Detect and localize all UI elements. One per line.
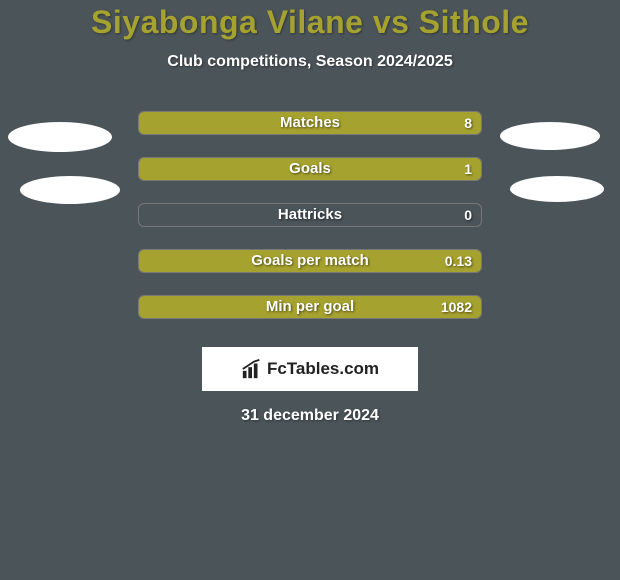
bar-right-fill: [139, 296, 481, 318]
decorative-ellipse: [510, 176, 604, 202]
decorative-ellipse: [500, 122, 600, 150]
brand-bars-icon: [241, 358, 263, 380]
bar-track: [138, 295, 482, 319]
value-right: 0.13: [445, 249, 472, 273]
page-title: Siyabonga Vilane vs Sithole: [0, 4, 620, 41]
brand-badge[interactable]: FcTables.com: [202, 347, 418, 391]
bar-track: [138, 203, 482, 227]
bar-right-fill: [139, 250, 481, 272]
comparison-card: Siyabonga Vilane vs Sithole Club competi…: [0, 0, 620, 580]
value-right: 1082: [441, 295, 472, 319]
stat-row: Min per goal1082: [0, 295, 620, 341]
bar-right-fill: [139, 158, 481, 180]
value-right: 0: [464, 203, 472, 227]
decorative-ellipse: [8, 122, 112, 152]
brand-text: FcTables.com: [267, 359, 379, 379]
decorative-ellipse: [20, 176, 120, 204]
stat-row: Goals per match0.13: [0, 249, 620, 295]
bar-track: [138, 111, 482, 135]
subtitle: Club competitions, Season 2024/2025: [0, 53, 620, 71]
bar-track: [138, 249, 482, 273]
bar-track: [138, 157, 482, 181]
stat-row: Hattricks0: [0, 203, 620, 249]
value-right: 8: [464, 111, 472, 135]
value-right: 1: [464, 157, 472, 181]
bar-right-fill: [139, 112, 481, 134]
date-text: 31 december 2024: [0, 407, 620, 425]
